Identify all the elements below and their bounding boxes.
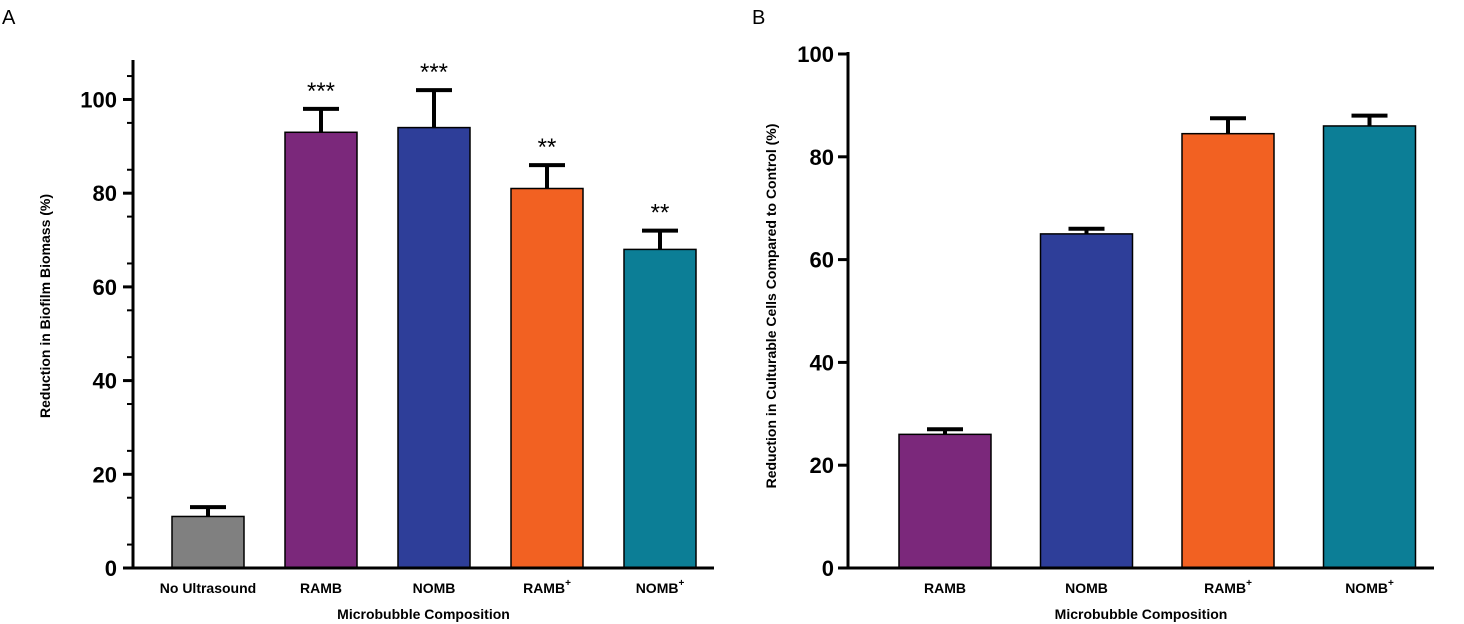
panel-letter-b: B xyxy=(752,7,765,29)
p1-x-tick-label-3: RAMB+ xyxy=(523,578,571,596)
p1-y-tick-label-1: 20 xyxy=(93,462,117,487)
p1-significance-4: ** xyxy=(651,200,670,227)
p2-y-tick-label-5: 100 xyxy=(797,42,834,67)
p2-y-tick-label-0: 0 xyxy=(822,556,834,581)
p2-y-tick-label-3: 60 xyxy=(810,248,834,273)
p2-x-axis-title: Microbubble Composition xyxy=(1055,606,1228,622)
p1-y-tick-label-3: 60 xyxy=(93,275,117,300)
p1-bar-2 xyxy=(397,126,471,569)
p2-x-tick-label-1: NOMB xyxy=(1065,580,1108,596)
p1-bar-3 xyxy=(510,187,584,569)
p1-bar-4 xyxy=(623,248,697,569)
p2-y-tick-label-1: 20 xyxy=(810,453,834,478)
p2-bar-0 xyxy=(898,433,992,569)
p1-x-tick-label-0: No Ultrasound xyxy=(160,580,256,596)
p1-y-tick-label-5: 100 xyxy=(80,87,117,112)
p1-bar-1 xyxy=(284,131,358,569)
p1-y-tick-label-2: 40 xyxy=(93,369,117,394)
p1-x-tick-label-2: NOMB xyxy=(413,580,456,596)
p1-x-axis-title: Microbubble Composition xyxy=(337,606,510,622)
p1-significance-3: ** xyxy=(538,134,557,161)
chart-panel-a: No Ultrasound *** RAMB *** NOMB ** RAMB+ ** NOMB… xyxy=(37,59,714,622)
p2-x-tick-label-0: RAMB xyxy=(924,580,966,596)
p1-y-axis-title: Reduction in Biofilm Biomass (%) xyxy=(37,194,53,418)
p2-x-tick-label-3: NOMB+ xyxy=(1345,578,1394,596)
p1-y-tick-label-0: 0 xyxy=(105,556,117,581)
p2-y-tick-label-4: 80 xyxy=(810,145,834,170)
p2-y-tick-label-2: 40 xyxy=(810,350,834,375)
p1-significance-1: *** xyxy=(307,78,335,105)
panel-letter-a: A xyxy=(2,7,16,29)
p1-x-tick-label-1: RAMB xyxy=(300,580,342,596)
p1-y-tick-label-4: 80 xyxy=(93,181,117,206)
p1-significance-2: *** xyxy=(420,59,448,86)
p1-x-tick-label-4: NOMB+ xyxy=(636,578,685,596)
p2-y-axis-title: Reduction in Culturable Cells Compared t… xyxy=(763,124,779,489)
p2-bar-3 xyxy=(1322,125,1417,569)
p1-bar-0 xyxy=(171,515,245,569)
p2-bar-2 xyxy=(1181,132,1275,569)
chart-panel-b: RAMB NOMB RAMB+ NOMB+ 0 20 40 60 80 100 Reduction … xyxy=(763,42,1434,622)
p2-x-tick-label-2: RAMB+ xyxy=(1204,578,1252,596)
p2-bar-1 xyxy=(1039,233,1134,569)
